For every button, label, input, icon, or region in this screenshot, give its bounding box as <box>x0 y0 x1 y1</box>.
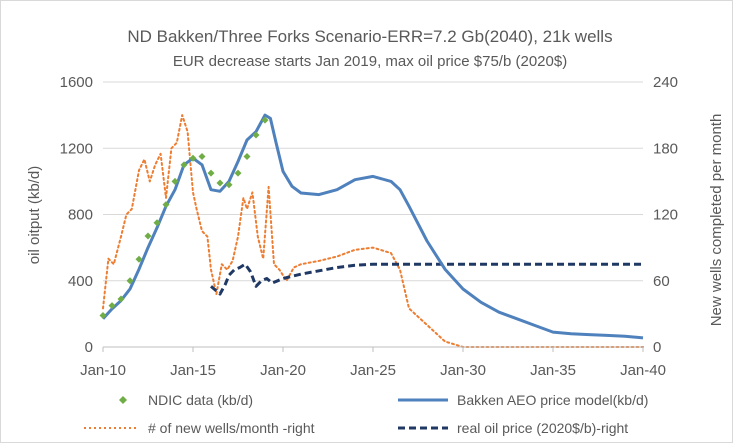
data-point <box>216 179 224 187</box>
data-point <box>261 116 269 124</box>
x-tick-label: Jan-35 <box>530 362 576 379</box>
legend-label-ndic: NDIC data (kb/d) <box>148 392 253 408</box>
data-point <box>117 295 125 303</box>
data-point <box>162 201 170 209</box>
axes: 0 400 800 1200 1600 0 60 120 180 240 Jan-10 Jan-15 J… <box>60 74 678 379</box>
y2-tick-label: 180 <box>653 140 678 157</box>
y-tick-label: 400 <box>68 273 93 290</box>
data-point <box>171 177 179 185</box>
x-tick-label: Jan-15 <box>170 362 216 379</box>
data-point <box>207 169 215 177</box>
data-point <box>234 169 242 177</box>
x-tick-label: Jan-20 <box>260 362 306 379</box>
legend-label-price: real oil price (2020$/b)-right <box>457 420 628 436</box>
legend-item-ndic: NDIC data (kb/d) <box>119 392 253 408</box>
x-tick-label: Jan-25 <box>350 362 396 379</box>
legend-item-price: real oil price (2020$/b)-right <box>398 420 628 436</box>
y2-tick-label: 60 <box>653 273 670 290</box>
x-tick-label: Jan-30 <box>440 362 486 379</box>
y-tick-label: 1600 <box>60 74 93 91</box>
legend-label-model: Bakken AEO price model(kb/d) <box>457 392 648 408</box>
plot-area <box>99 113 644 348</box>
legend-item-wells: # of new wells/month -right <box>84 420 315 436</box>
legend: NDIC data (kb/d) Bakken AEO price model(… <box>84 392 648 436</box>
data-point <box>189 154 197 162</box>
x-tick-label: Jan-10 <box>80 362 126 379</box>
legend-label-wells: # of new wells/month -right <box>148 420 315 436</box>
series-line-real-oil-price-2020-b-right <box>210 262 643 296</box>
y2-tick-label: 120 <box>653 207 678 224</box>
y2-tick-label: 240 <box>653 74 678 91</box>
data-point <box>153 219 161 227</box>
y-tick-label: 800 <box>68 207 93 224</box>
series-line-of-new-wells-month-right <box>102 114 644 348</box>
data-point <box>99 312 107 320</box>
y-tick-label: 0 <box>85 339 93 356</box>
legend-item-model: Bakken AEO price model(kb/d) <box>398 392 648 408</box>
y2-axis-label: New wells completed per month <box>708 114 725 327</box>
chart-subtitle: EUR decrease starts Jan 2019, max oil pr… <box>173 53 567 70</box>
data-point <box>243 153 251 161</box>
y-axis-label: oil oitput (kb/d) <box>26 166 43 264</box>
data-point <box>108 302 116 310</box>
data-point <box>225 181 233 189</box>
data-point <box>252 131 260 139</box>
data-point <box>180 161 188 169</box>
x-tick-label: Jan-40 <box>620 362 666 379</box>
data-point <box>144 232 152 240</box>
y-tick-label: 1200 <box>60 140 93 157</box>
data-point <box>198 153 206 161</box>
series-ndic-data-kb-d <box>99 116 269 320</box>
data-point <box>126 277 134 285</box>
y2-tick-label: 0 <box>653 339 661 356</box>
legend-marker-ndic <box>119 396 127 404</box>
gridlines <box>103 81 643 282</box>
chart-title: ND Bakken/Three Forks Scenario-ERR=7.2 G… <box>127 27 612 46</box>
data-point <box>135 255 143 263</box>
